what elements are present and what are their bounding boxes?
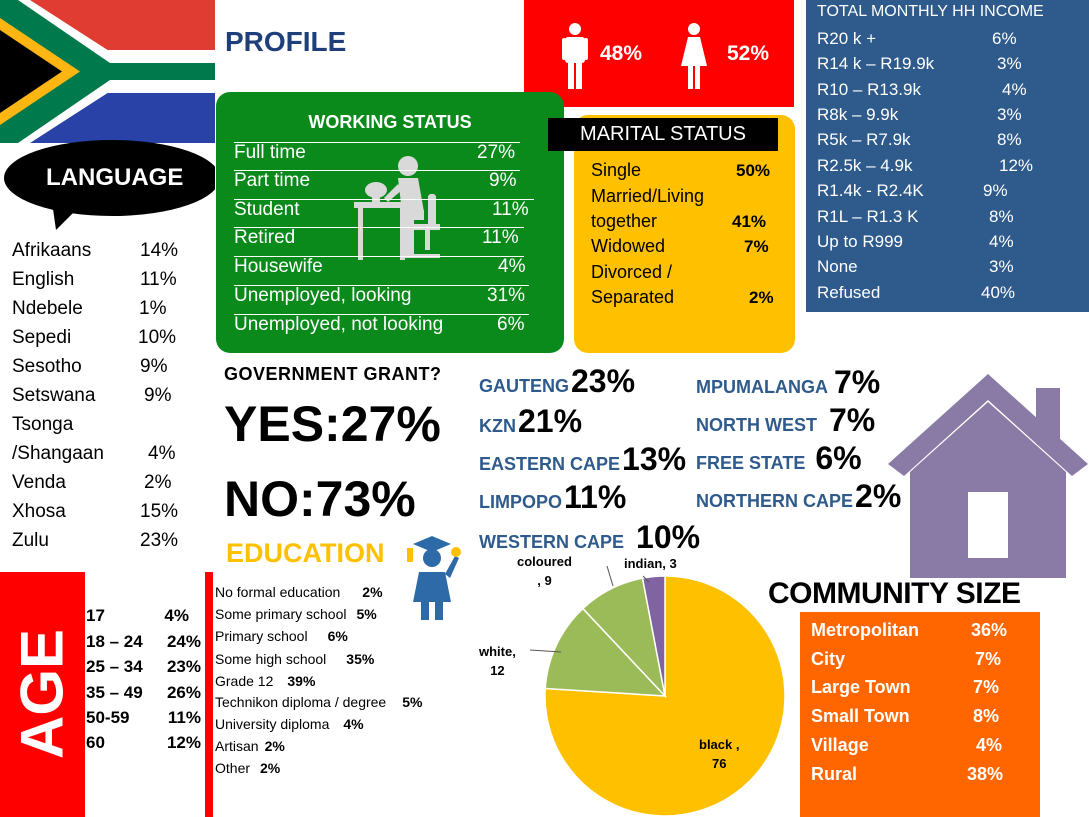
pie-leader-lines	[529, 565, 650, 653]
marital-widowed-label: Widowed	[591, 236, 666, 256]
marital-single-label: Single	[591, 160, 642, 180]
pie-slice-indian	[641, 575, 666, 697]
language-row: Ndebele 1%	[12, 298, 167, 319]
province-kzn: KZN21%	[479, 403, 583, 439]
marital-status-title: MARITAL STATUS	[548, 118, 778, 151]
income-panel: TOTAL MONTHLY HH INCOME R20 k +6% R14 k …	[806, 0, 1089, 312]
female-percentage: 52%	[727, 42, 770, 65]
marital-married-label-2: together	[591, 211, 658, 231]
province-free-state: FREE STATE 6%	[696, 440, 862, 476]
race-pie-chart	[544, 575, 786, 817]
house-icon	[888, 374, 1088, 578]
graduate-icon	[407, 536, 461, 620]
language-row: Setswana 9%	[12, 385, 172, 406]
marital-married-value: 41%	[732, 212, 767, 231]
language-row: Xhosa 15%	[12, 501, 179, 522]
south-africa-flag-icon	[0, 0, 215, 143]
province-northern-cape: NORTHERN CAPE2%	[696, 478, 902, 514]
working-row: Retired 11%	[234, 227, 524, 248]
province-gauteng: GAUTENG23%	[479, 363, 636, 399]
education-row: Grade 12 39%	[215, 673, 316, 689]
male-percentage: 48%	[600, 42, 643, 65]
gender-panel: 48% 52%	[524, 0, 794, 107]
education-row: University diploma 4%	[215, 716, 364, 732]
pie-label-indian: indian, 3	[624, 556, 677, 571]
grant-question: GOVERNMENT GRANT?	[224, 364, 442, 384]
language-row: Tsonga	[12, 414, 74, 435]
income-title: TOTAL MONTHLY HH INCOME	[817, 3, 1044, 20]
age-title: AGE	[8, 628, 76, 760]
pie-label-white: white, 12	[479, 644, 516, 678]
marital-divorced-label-2: Separated	[591, 287, 675, 307]
language-row: Sesotho 9%	[12, 356, 168, 377]
working-status-title: WORKING STATUS	[308, 112, 472, 132]
province-western-cape: WESTERN CAPE 10%	[479, 519, 701, 555]
language-row: Afrikaans 14%	[12, 240, 179, 261]
working-row: Unemployed, looking 31%	[234, 285, 529, 306]
male-icon	[562, 23, 588, 89]
language-row: /Shangaan 4%	[12, 443, 176, 464]
marital-divorced-value: 2%	[749, 288, 774, 307]
community-size-panel: Metropolitan 36% City 7% Large Town 7% Smal…	[800, 612, 1040, 817]
language-row: Venda 2%	[12, 472, 172, 493]
education-row: No formal education 2%	[215, 584, 383, 600]
pie-label-coloured: coloured, 9	[517, 554, 572, 588]
marital-widowed-value: 7%	[744, 237, 769, 256]
female-icon	[681, 23, 707, 89]
age-panel: AGE	[0, 572, 85, 817]
province-limpopo: LIMPOPO11%	[479, 479, 627, 515]
pie-slice-white	[544, 607, 667, 697]
working-row: Unemployed, not looking 6%	[234, 314, 529, 335]
education-divider	[205, 572, 213, 817]
pie-label-black: black , 76	[699, 737, 740, 771]
working-row: Housewife 4%	[234, 256, 526, 277]
pie-slice-black	[544, 575, 786, 817]
marital-married-label: Married/Living	[591, 186, 705, 206]
education-title: EDUCATION	[226, 538, 385, 568]
education-row: Some high school 35%	[215, 651, 375, 667]
grant-no: NO:73%	[224, 471, 416, 527]
language-title: LANGUAGE	[46, 164, 184, 191]
province-north-west: NORTH WEST 7%	[696, 402, 876, 438]
page-title: PROFILE	[225, 26, 347, 57]
marital-single-value: 50%	[736, 161, 771, 180]
education-row: Some primary school 5%	[215, 606, 377, 622]
grant-yes: YES:27%	[224, 396, 441, 452]
working-row: Full time 27%	[234, 142, 520, 163]
province-eastern-cape: EASTERN CAPE13%	[479, 441, 687, 477]
marital-status-panel: Single 50% Married/Living together 41% W…	[574, 115, 795, 353]
language-row: Zulu 23%	[12, 530, 179, 551]
working-status-panel: WORKING STATUS Full time 27% Part time 9% …	[216, 92, 564, 353]
community-size-title: COMMUNITY SIZE	[768, 577, 1021, 610]
province-mpumalanga: MPUMALANGA 7%	[696, 364, 881, 400]
language-row: Sepedi 10%	[12, 327, 177, 348]
working-row: Student 11%	[234, 199, 534, 220]
education-row: Artisan 2%	[215, 738, 285, 754]
language-row: English 11%	[12, 269, 177, 290]
working-row: Part time 9%	[234, 170, 520, 191]
education-row: Primary school 6%	[215, 628, 348, 644]
speech-bubble-icon	[4, 140, 215, 230]
education-row: Other 2%	[215, 760, 281, 776]
marital-divorced-label: Divorced /	[591, 262, 673, 282]
education-row: Technikon diploma / degree 5%	[215, 694, 423, 710]
